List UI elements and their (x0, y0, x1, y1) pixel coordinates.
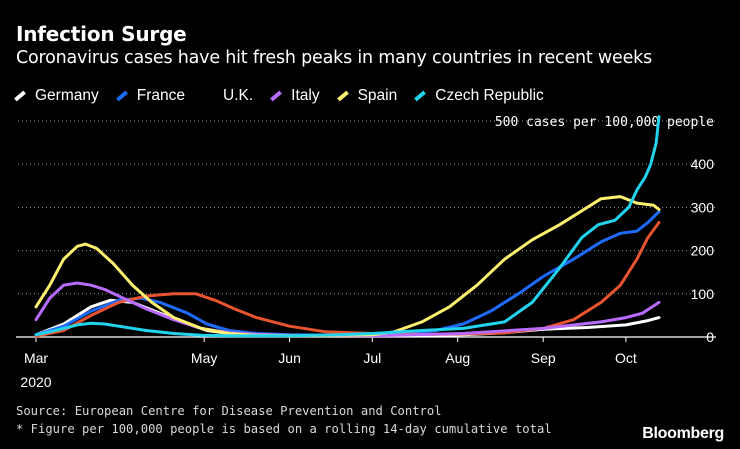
gridlines (18, 120, 716, 295)
legend-item-france: France (115, 87, 185, 105)
legend-label-uk: U.K. (223, 87, 254, 104)
source-note: Source: European Centre for Disease Prev… (16, 402, 552, 438)
bloomberg-logo: Bloomberg (642, 425, 724, 442)
series-line-france (34, 210, 661, 337)
legend-label-italy: Italy (291, 87, 320, 104)
legend-item-czech-republic: Czech Republic (414, 87, 544, 105)
x-tick-label-mar: Mar (24, 350, 48, 366)
y-tick-label-500: 500 cases per 100,000 people (495, 115, 714, 130)
legend-label-spain: Spain (357, 87, 398, 104)
x-tick-label-jul: Jul (363, 350, 381, 366)
chart-subtitle: Coronavirus cases have hit fresh peaks i… (16, 48, 653, 68)
footnote-text: * Figure per 100,000 people is based on … (16, 422, 552, 436)
x-tick-label-sep: Sep (531, 350, 556, 366)
y-axis: 0 100 200 300 400 500 cases per 100,000 peopl… (495, 115, 714, 345)
x-axis: Mar May Jun Jul Aug Sep Oct 2020 (16, 336, 716, 390)
y-tick-label-100: 100 (691, 286, 715, 302)
x-tick-label-oct: Oct (615, 350, 637, 366)
series-lines (34, 115, 661, 338)
chart-title: Infection Surge (16, 22, 187, 46)
series-line-u-k (34, 221, 661, 338)
series-line-spain (34, 195, 661, 338)
legend-label-france: France (136, 87, 185, 104)
source-text: Source: European Centre for Disease Prev… (16, 404, 442, 418)
x-tick-label-aug: Aug (445, 350, 470, 366)
legend-item-uk: U.K. (202, 87, 253, 105)
legend-item-italy: Italy (270, 87, 320, 105)
legend-item-germany: Germany (14, 87, 99, 105)
legend: Germany France U.K. Italy Spain Czech Re… (14, 87, 561, 105)
legend-label-germany: Germany (35, 87, 99, 104)
legend-label-czech-republic: Czech Republic (435, 87, 544, 104)
x-tick-label-may: May (191, 350, 217, 366)
series-line-germany (34, 298, 661, 338)
y-tick-label-0: 0 (706, 329, 714, 345)
legend-item-spain: Spain (336, 87, 398, 105)
series-line-czech-republic (34, 115, 661, 338)
y-tick-label-400: 400 (691, 156, 715, 172)
y-tick-label-200: 200 (691, 243, 715, 259)
x-tick-label-jun: Jun (278, 350, 301, 366)
x-year-label: 2020 (20, 374, 51, 390)
y-tick-label-300: 300 (691, 199, 715, 215)
